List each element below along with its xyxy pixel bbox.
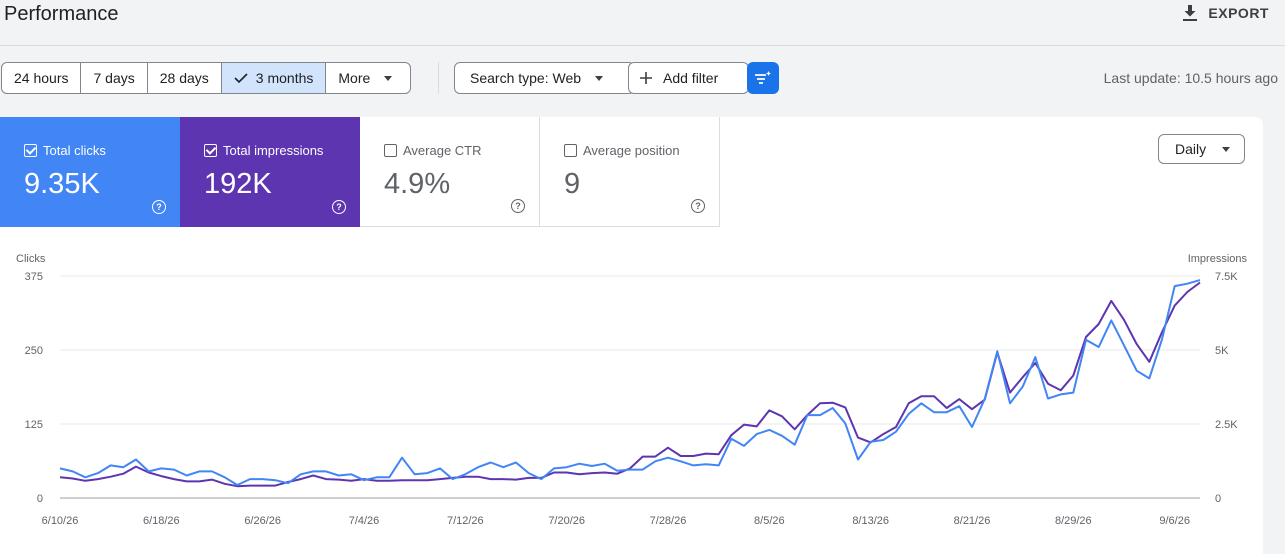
performance-card: Total clicks 9.35K ? Total impressions 1… bbox=[0, 117, 1263, 554]
x-tick-label: 6/26/26 bbox=[244, 515, 281, 527]
x-tick-label: 8/29/26 bbox=[1055, 515, 1092, 527]
download-icon bbox=[1183, 5, 1198, 21]
metric-total-clicks[interactable]: Total clicks 9.35K ? bbox=[0, 117, 180, 227]
right-tick-label: 5K bbox=[1215, 345, 1229, 357]
filter-sparkle-icon bbox=[755, 71, 771, 84]
dropdown-arrow-icon bbox=[1222, 146, 1230, 152]
left-tick-label: 375 bbox=[25, 271, 43, 283]
x-tick-label: 8/21/26 bbox=[954, 515, 991, 527]
checkbox-unchecked-icon[interactable] bbox=[384, 144, 397, 157]
metric-ctr-label: Average CTR bbox=[403, 143, 482, 158]
metric-impressions-value: 192K bbox=[204, 168, 272, 200]
export-button[interactable]: EXPORT bbox=[1182, 4, 1269, 22]
x-tick-label: 8/5/26 bbox=[754, 515, 785, 527]
add-filter-button[interactable]: Add filter bbox=[628, 62, 749, 94]
range-24-hours[interactable]: 24 hours bbox=[2, 63, 82, 93]
help-icon[interactable]: ? bbox=[691, 199, 705, 213]
more-label: More bbox=[338, 70, 371, 86]
clicks-line bbox=[59, 279, 1201, 486]
date-range-selector: 24 hours 7 days 28 days 3 months More bbox=[1, 62, 412, 94]
checkbox-checked-icon[interactable] bbox=[204, 144, 217, 157]
range-7-days[interactable]: 7 days bbox=[81, 63, 148, 93]
checkmark-icon bbox=[234, 73, 248, 84]
compare-filter-button[interactable] bbox=[747, 62, 779, 94]
plus-icon bbox=[640, 72, 652, 84]
last-update-text: Last update: 10.5 hours ago bbox=[1103, 70, 1278, 86]
left-axis-title: Clicks bbox=[16, 253, 46, 265]
range-3-months[interactable]: 3 months bbox=[221, 63, 327, 93]
impressions-line bbox=[59, 281, 1201, 488]
add-filter-label: Add filter bbox=[663, 70, 719, 86]
right-axis-title: Impressions bbox=[1188, 253, 1248, 265]
left-tick-label: 250 bbox=[25, 345, 43, 357]
checkbox-checked-icon[interactable] bbox=[24, 144, 37, 157]
page-header: Performance EXPORT bbox=[0, 0, 1285, 46]
help-icon[interactable]: ? bbox=[152, 200, 166, 214]
dropdown-arrow-icon bbox=[384, 75, 393, 81]
search-type-label: Search type: Web bbox=[470, 70, 582, 86]
granularity-label: Daily bbox=[1175, 141, 1207, 157]
granularity-dropdown[interactable]: Daily bbox=[1158, 134, 1245, 164]
help-icon[interactable]: ? bbox=[511, 199, 525, 213]
search-type-dropdown[interactable]: Search type: Web bbox=[454, 62, 635, 94]
metric-average-position[interactable]: Average position 9 ? bbox=[540, 117, 720, 227]
dropdown-arrow-icon bbox=[595, 75, 604, 81]
right-tick-label: 0 bbox=[1215, 493, 1221, 505]
x-tick-label: 6/18/26 bbox=[143, 515, 180, 527]
metric-impressions-label: Total impressions bbox=[223, 143, 324, 158]
x-tick-label: 7/12/26 bbox=[447, 515, 484, 527]
right-tick-label: 2.5K bbox=[1215, 419, 1238, 431]
more-ranges-dropdown[interactable]: More bbox=[326, 63, 410, 93]
metric-position-label-row: Average position bbox=[564, 143, 680, 158]
x-tick-label: 7/28/26 bbox=[650, 515, 687, 527]
help-icon[interactable]: ? bbox=[332, 200, 346, 214]
metric-total-impressions[interactable]: Total impressions 192K ? bbox=[180, 117, 360, 227]
range-28-days[interactable]: 28 days bbox=[148, 63, 222, 93]
metric-average-ctr[interactable]: Average CTR 4.9% ? bbox=[360, 117, 540, 227]
x-tick-label: 6/10/26 bbox=[42, 515, 79, 527]
checkbox-unchecked-icon[interactable] bbox=[564, 144, 577, 157]
x-tick-label: 7/4/26 bbox=[349, 515, 380, 527]
page-title: Performance bbox=[4, 3, 119, 25]
metric-position-label: Average position bbox=[583, 143, 680, 158]
metric-clicks-value: 9.35K bbox=[24, 168, 100, 200]
metric-ctr-value: 4.9% bbox=[384, 168, 451, 200]
metric-clicks-label: Total clicks bbox=[43, 143, 106, 158]
x-tick-label: 7/20/26 bbox=[548, 515, 585, 527]
x-tick-label: 8/13/26 bbox=[852, 515, 889, 527]
toolbar-divider bbox=[438, 62, 439, 94]
metric-position-value: 9 bbox=[564, 168, 581, 200]
metric-impressions-label-row: Total impressions bbox=[204, 143, 323, 158]
metric-ctr-label-row: Average CTR bbox=[384, 143, 482, 158]
left-tick-label: 0 bbox=[37, 493, 43, 505]
toolbar: 24 hours 7 days 28 days 3 months More Se… bbox=[0, 62, 1285, 94]
range-3-months-label: 3 months bbox=[255, 70, 314, 86]
x-tick-label: 9/6/26 bbox=[1159, 515, 1190, 527]
right-tick-label: 7.5K bbox=[1215, 271, 1238, 283]
metric-clicks-label-row: Total clicks bbox=[24, 143, 106, 158]
export-label: EXPORT bbox=[1208, 5, 1269, 21]
left-tick-label: 125 bbox=[25, 419, 43, 431]
